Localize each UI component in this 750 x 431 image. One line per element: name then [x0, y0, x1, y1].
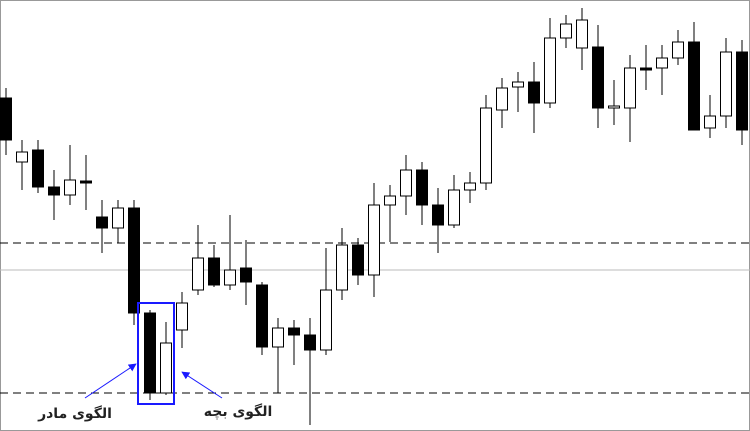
candle-body: [688, 41, 700, 131]
candle-body: [176, 302, 188, 331]
candle-body: [720, 51, 732, 117]
candle-body: [320, 289, 332, 351]
candle-body: [208, 257, 220, 286]
candle-body: [672, 41, 684, 59]
candle-body: [80, 180, 92, 184]
candle-body: [272, 327, 284, 348]
candle-body: [416, 169, 428, 206]
candle-body: [576, 19, 588, 49]
candle-body: [704, 115, 716, 129]
candle-body: [496, 87, 508, 111]
candle-body: [528, 81, 540, 104]
candle-body: [192, 257, 204, 291]
candle-body: [400, 169, 412, 197]
candle-body: [480, 107, 492, 184]
candle-body: [160, 342, 172, 394]
candle-body: [640, 67, 652, 71]
candle-body: [592, 46, 604, 109]
candle-body: [128, 207, 140, 314]
candle-body: [544, 37, 556, 104]
candle-body: [304, 334, 316, 351]
candle-body: [224, 269, 236, 286]
candle-body: [48, 186, 60, 196]
candle-body: [288, 327, 300, 336]
candle-body: [16, 151, 28, 163]
candle-body: [432, 204, 444, 226]
candle-body: [96, 216, 108, 229]
candle-body: [336, 244, 348, 291]
candle-body: [384, 195, 396, 206]
candle-body: [448, 189, 460, 226]
candle-body: [32, 149, 44, 188]
candle-body: [736, 51, 748, 131]
candle-body: [144, 312, 156, 394]
candle-body: [64, 179, 76, 196]
candle-body: [512, 81, 524, 88]
candle-body: [624, 67, 636, 109]
candle-body: [464, 182, 476, 191]
candle-body: [0, 97, 12, 141]
arrow: [181, 371, 223, 399]
candle-body: [560, 23, 572, 39]
candle-body: [256, 284, 268, 348]
candle-body: [352, 244, 364, 276]
candle-body: [656, 57, 668, 69]
candle-body: [112, 207, 124, 229]
candle-body: [368, 204, 380, 276]
arrow: [84, 363, 137, 399]
candle-body: [608, 105, 620, 109]
candle-body: [240, 267, 252, 283]
annotation: الگوی مادر: [37, 405, 112, 422]
annotation: الگوی بچه: [204, 403, 273, 420]
highlight-box: [137, 302, 175, 405]
